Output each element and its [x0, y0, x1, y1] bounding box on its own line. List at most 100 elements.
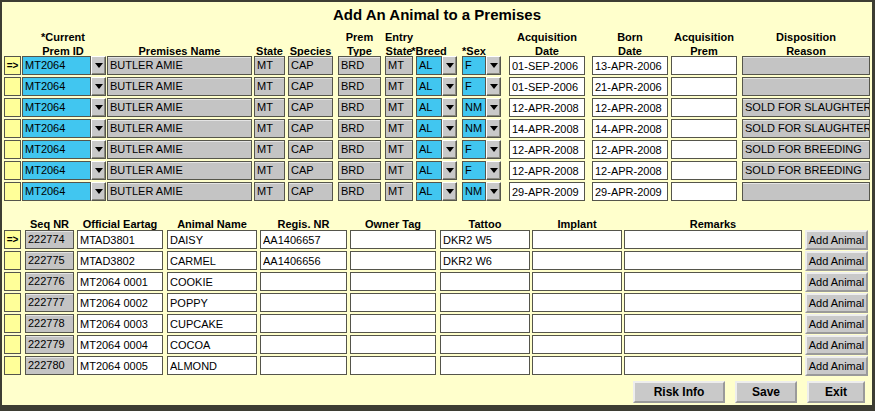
breed-field[interactable]: AL: [416, 77, 442, 96]
prem-id-field[interactable]: MT2064: [22, 77, 91, 96]
prem-id-field[interactable]: MT2064: [22, 161, 91, 180]
acquisition-prem-field[interactable]: [671, 56, 737, 75]
breed-dropdown-button[interactable]: [442, 161, 457, 180]
owner-tag-field[interactable]: [350, 314, 436, 333]
tattoo-field[interactable]: [440, 314, 530, 333]
sex-dropdown-button[interactable]: [486, 119, 501, 138]
sex-field[interactable]: F: [462, 77, 486, 96]
born-date-field[interactable]: [592, 98, 668, 117]
animal-name-field[interactable]: [167, 356, 257, 375]
add-animal-button[interactable]: Add Animal: [805, 293, 868, 313]
remarks-field[interactable]: [624, 335, 802, 354]
sex-dropdown-button[interactable]: [486, 161, 501, 180]
remarks-field[interactable]: [624, 272, 802, 291]
official-eartag-field[interactable]: [77, 314, 163, 333]
acquisition-prem-field[interactable]: [671, 98, 737, 117]
official-eartag-field[interactable]: [77, 335, 163, 354]
sex-dropdown-button[interactable]: [486, 182, 501, 201]
sex-dropdown-button[interactable]: [486, 56, 501, 75]
sex-dropdown-button[interactable]: [486, 98, 501, 117]
add-animal-button[interactable]: Add Animal: [805, 230, 868, 250]
breed-dropdown-button[interactable]: [442, 56, 457, 75]
acquisition-date-field[interactable]: [509, 98, 585, 117]
regis-nr-field[interactable]: [260, 230, 347, 249]
implant-field[interactable]: [532, 356, 622, 375]
add-animal-button[interactable]: Add Animal: [805, 272, 868, 292]
acquisition-date-field[interactable]: [509, 140, 585, 159]
acquisition-prem-field[interactable]: [671, 77, 737, 96]
born-date-field[interactable]: [592, 182, 668, 201]
official-eartag-field[interactable]: [77, 293, 163, 312]
owner-tag-field[interactable]: [350, 230, 436, 249]
tattoo-field[interactable]: [440, 272, 530, 291]
owner-tag-field[interactable]: [350, 272, 436, 291]
sex-field[interactable]: NM: [462, 98, 486, 117]
prem-id-dropdown-button[interactable]: [91, 119, 106, 138]
regis-nr-field[interactable]: [260, 335, 347, 354]
official-eartag-field[interactable]: [77, 230, 163, 249]
acquisition-prem-field[interactable]: [671, 119, 737, 138]
acquisition-date-field[interactable]: [509, 161, 585, 180]
prem-id-field[interactable]: MT2064: [22, 140, 91, 159]
prem-id-dropdown-button[interactable]: [91, 98, 106, 117]
tattoo-field[interactable]: [440, 293, 530, 312]
breed-dropdown-button[interactable]: [442, 140, 457, 159]
breed-field[interactable]: AL: [416, 161, 442, 180]
prem-id-dropdown-button[interactable]: [91, 182, 106, 201]
prem-id-field[interactable]: MT2064: [22, 56, 91, 75]
born-date-field[interactable]: [592, 161, 668, 180]
owner-tag-field[interactable]: [350, 335, 436, 354]
official-eartag-field[interactable]: [77, 272, 163, 291]
sex-dropdown-button[interactable]: [486, 140, 501, 159]
regis-nr-field[interactable]: [260, 314, 347, 333]
sex-field[interactable]: F: [462, 140, 486, 159]
animal-name-field[interactable]: [167, 293, 257, 312]
prem-id-field[interactable]: MT2064: [22, 119, 91, 138]
breed-dropdown-button[interactable]: [442, 77, 457, 96]
add-animal-button[interactable]: Add Animal: [805, 335, 868, 355]
animal-name-field[interactable]: [167, 335, 257, 354]
acquisition-date-field[interactable]: [509, 77, 585, 96]
tattoo-field[interactable]: [440, 356, 530, 375]
official-eartag-field[interactable]: [77, 251, 163, 270]
breed-dropdown-button[interactable]: [442, 182, 457, 201]
born-date-field[interactable]: [592, 140, 668, 159]
born-date-field[interactable]: [592, 56, 668, 75]
implant-field[interactable]: [532, 335, 622, 354]
breed-field[interactable]: AL: [416, 140, 442, 159]
prem-id-dropdown-button[interactable]: [91, 140, 106, 159]
acquisition-date-field[interactable]: [509, 119, 585, 138]
remarks-field[interactable]: [624, 356, 802, 375]
add-animal-button[interactable]: Add Animal: [805, 251, 868, 271]
tattoo-field[interactable]: [440, 251, 530, 270]
save-button[interactable]: Save: [735, 381, 797, 403]
acquisition-prem-field[interactable]: [671, 161, 737, 180]
owner-tag-field[interactable]: [350, 356, 436, 375]
breed-dropdown-button[interactable]: [442, 98, 457, 117]
sex-field[interactable]: NM: [462, 182, 486, 201]
animal-name-field[interactable]: [167, 230, 257, 249]
implant-field[interactable]: [532, 293, 622, 312]
acquisition-prem-field[interactable]: [671, 140, 737, 159]
add-animal-button[interactable]: Add Animal: [805, 314, 868, 334]
sex-field[interactable]: NM: [462, 119, 486, 138]
prem-id-dropdown-button[interactable]: [91, 161, 106, 180]
breed-field[interactable]: AL: [416, 119, 442, 138]
prem-id-dropdown-button[interactable]: [91, 56, 106, 75]
regis-nr-field[interactable]: [260, 251, 347, 270]
exit-button[interactable]: Exit: [807, 381, 865, 403]
breed-dropdown-button[interactable]: [442, 119, 457, 138]
animal-name-field[interactable]: [167, 272, 257, 291]
official-eartag-field[interactable]: [77, 356, 163, 375]
animal-name-field[interactable]: [167, 251, 257, 270]
prem-id-dropdown-button[interactable]: [91, 77, 106, 96]
regis-nr-field[interactable]: [260, 272, 347, 291]
acquisition-date-field[interactable]: [509, 182, 585, 201]
risk-info-button[interactable]: Risk Info: [633, 381, 725, 403]
owner-tag-field[interactable]: [350, 251, 436, 270]
prem-id-field[interactable]: MT2064: [22, 98, 91, 117]
remarks-field[interactable]: [624, 230, 802, 249]
prem-id-field[interactable]: MT2064: [22, 182, 91, 201]
implant-field[interactable]: [532, 251, 622, 270]
remarks-field[interactable]: [624, 314, 802, 333]
